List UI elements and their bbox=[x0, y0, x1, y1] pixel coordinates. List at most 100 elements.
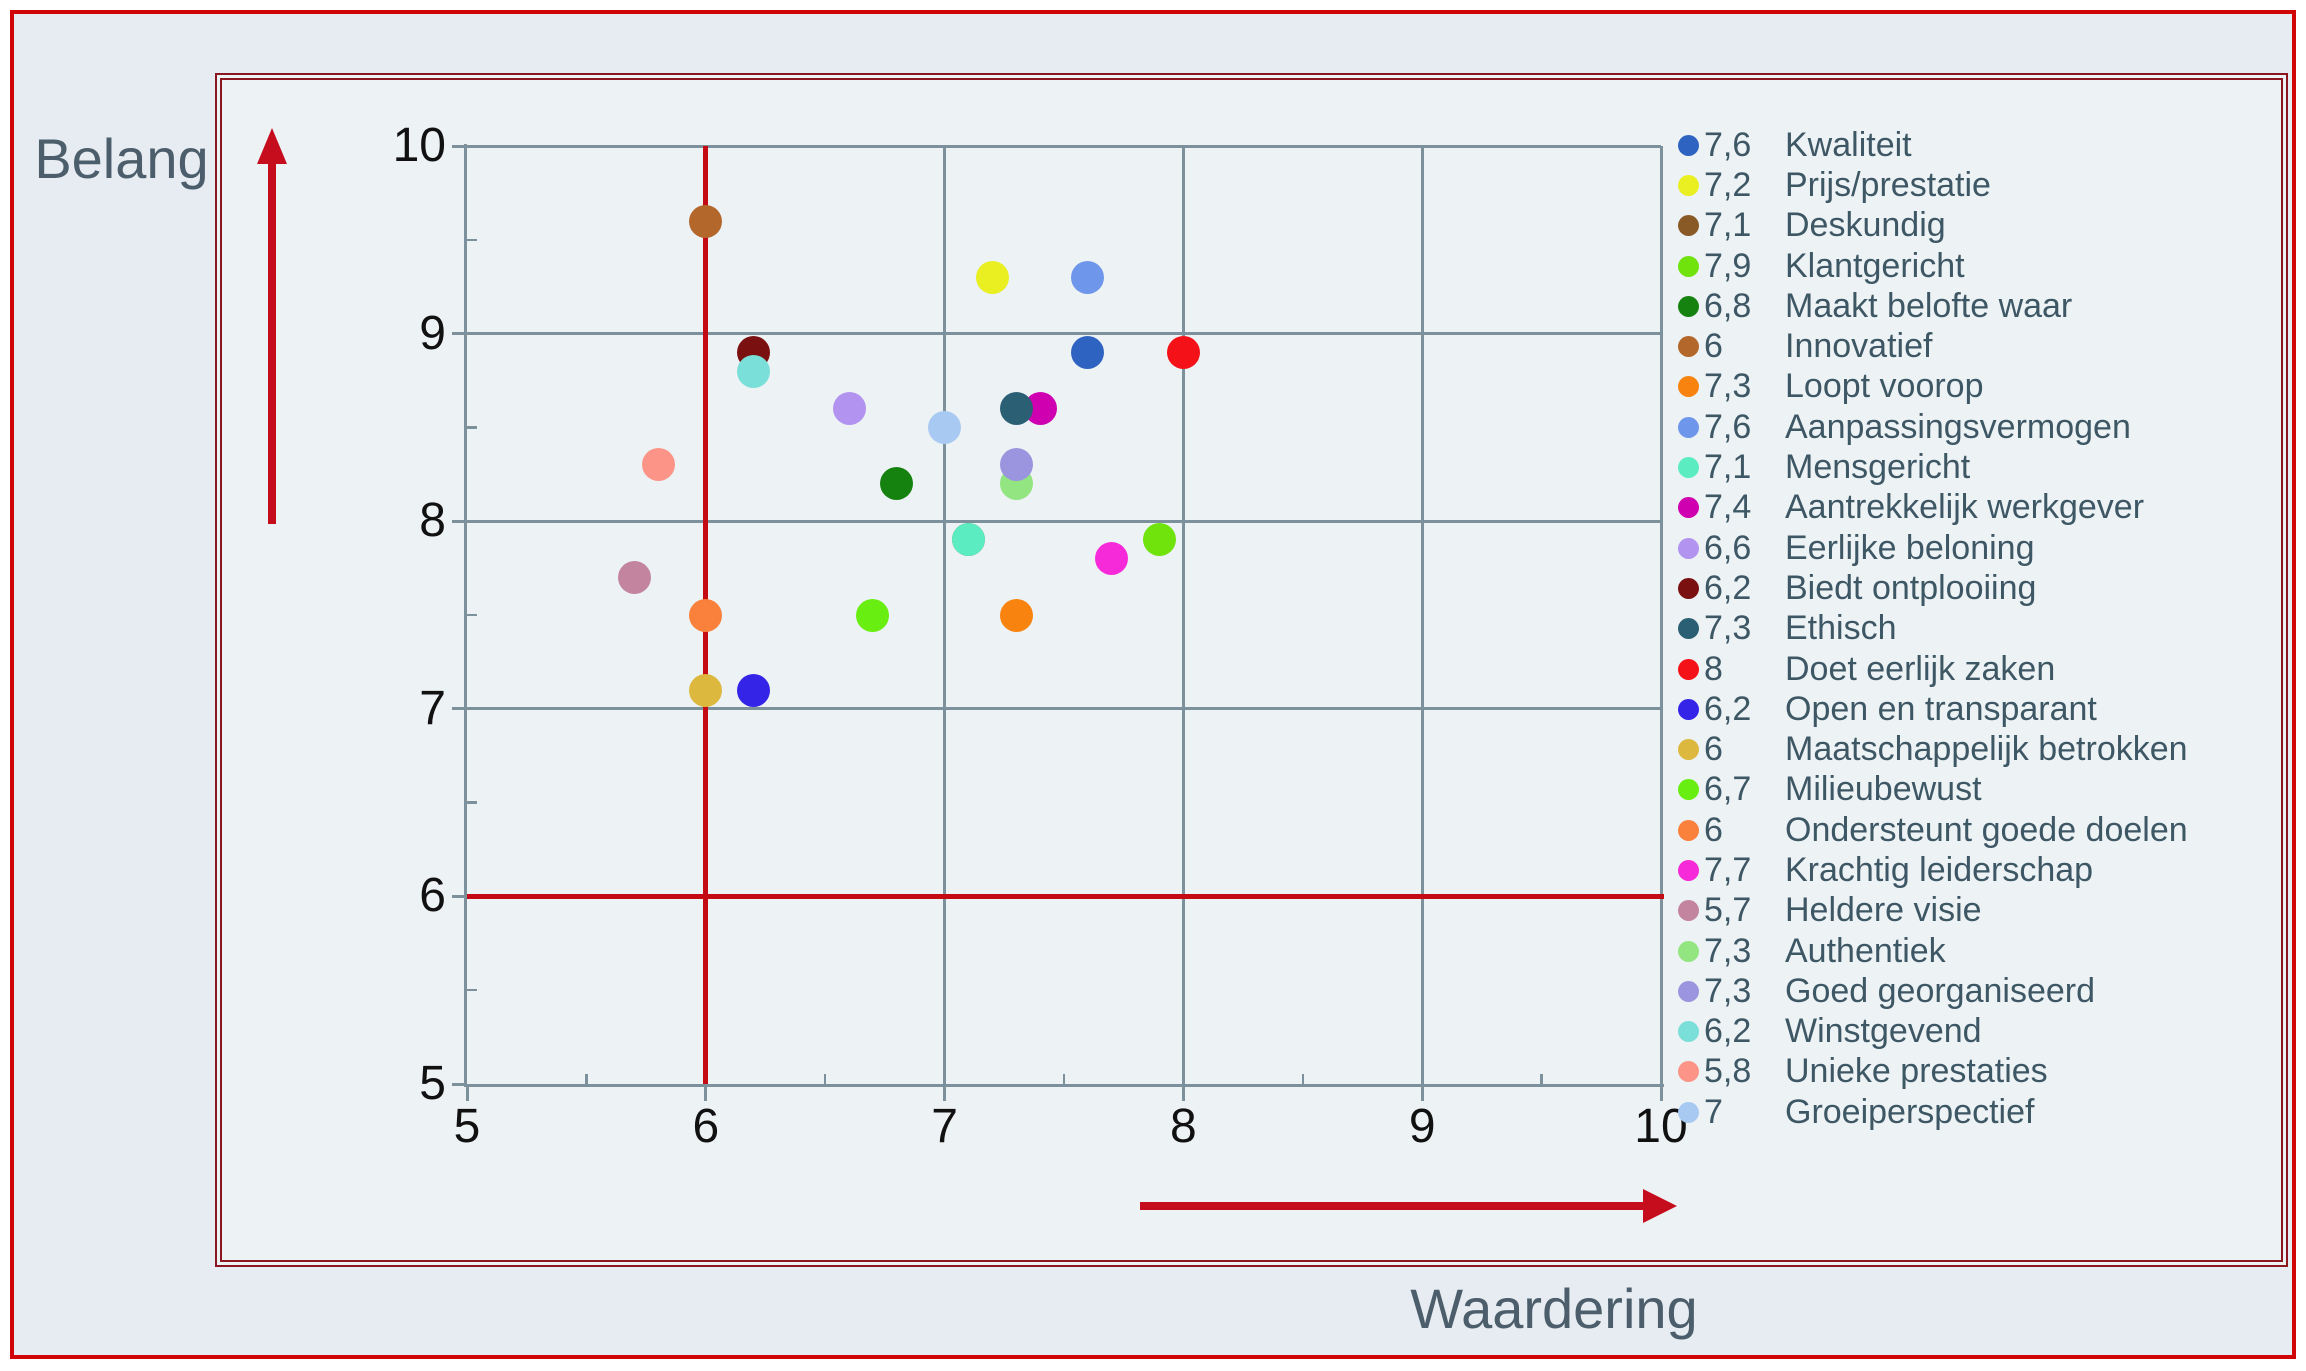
legend-label: Unieke prestaties bbox=[1785, 1052, 2048, 1091]
h-gridline bbox=[457, 332, 1661, 336]
legend-row: 6,2 Winstgevend bbox=[1678, 1012, 2278, 1052]
data-point bbox=[951, 523, 985, 557]
legend-value: 5,7 bbox=[1704, 891, 1752, 930]
legend-value: 6,6 bbox=[1704, 528, 1752, 567]
y-major-tick bbox=[452, 519, 467, 523]
v-gridline bbox=[1420, 146, 1424, 1087]
y-tick-label: 8 bbox=[419, 494, 446, 548]
h-gridline bbox=[457, 144, 1661, 148]
legend-value: 7,4 bbox=[1704, 488, 1752, 527]
legend-value: 7,7 bbox=[1704, 850, 1752, 889]
legend-swatch-icon bbox=[1678, 658, 1699, 680]
legend-row: 6,6 Eerlijke beloning bbox=[1678, 528, 2278, 568]
right-arrow-shaft bbox=[1140, 1202, 1645, 1210]
v-gridline bbox=[1181, 146, 1185, 1087]
x-tick-label: 5 bbox=[453, 1100, 481, 1153]
y-tick-label: 5 bbox=[419, 1057, 446, 1110]
legend-row: 6 Maatschappelijk betrokken bbox=[1678, 729, 2278, 769]
x-tick-label: 7 bbox=[931, 1100, 958, 1153]
legend-label: Heldere visie bbox=[1785, 891, 1982, 930]
data-point bbox=[737, 354, 771, 388]
legend-label: Aanpassingsvermogen bbox=[1785, 407, 2131, 446]
x-tick-label: 8 bbox=[1170, 1100, 1197, 1153]
legend-value: 6,8 bbox=[1704, 286, 1752, 325]
legend-swatch-icon bbox=[1678, 416, 1699, 438]
legend-row: 7,6 Aanpassingsvermogen bbox=[1678, 407, 2278, 447]
legend-swatch-icon bbox=[1678, 376, 1699, 398]
y-major-tick bbox=[452, 1082, 467, 1086]
data-point bbox=[641, 448, 675, 482]
data-point bbox=[689, 673, 723, 707]
legend-value: 7,3 bbox=[1704, 971, 1752, 1010]
data-point bbox=[880, 467, 914, 501]
legend-value: 5,8 bbox=[1704, 1052, 1752, 1091]
data-point bbox=[928, 410, 962, 444]
x-minor-tick bbox=[823, 1074, 827, 1084]
legend-swatch-icon bbox=[1678, 134, 1699, 156]
x-major-tick bbox=[1181, 1084, 1185, 1101]
legend-value: 7,3 bbox=[1704, 931, 1752, 970]
legend-label: Ondersteunt goede doelen bbox=[1785, 810, 2188, 849]
legend-label: Prijs/prestatie bbox=[1785, 165, 1991, 204]
legend-value: 7,6 bbox=[1704, 125, 1752, 164]
legend-label: Authentiek bbox=[1785, 931, 1946, 970]
data-point bbox=[975, 260, 1009, 294]
data-point bbox=[1095, 542, 1129, 576]
legend-label: Maakt belofte waar bbox=[1785, 286, 2073, 325]
data-point bbox=[999, 392, 1033, 426]
y-minor-tick bbox=[467, 613, 477, 617]
legend-value: 7,9 bbox=[1704, 246, 1752, 285]
data-point bbox=[689, 204, 723, 238]
chart-panel bbox=[215, 73, 2288, 1267]
legend-value: 7 bbox=[1704, 1092, 1723, 1131]
legend-swatch-icon bbox=[1678, 1021, 1699, 1043]
v-gridline bbox=[943, 146, 947, 1087]
legend-value: 6,7 bbox=[1704, 770, 1752, 809]
v-gridline bbox=[1659, 146, 1663, 1087]
legend-row: 5,8 Unieke prestaties bbox=[1678, 1052, 2278, 1092]
y-tick-label: 6 bbox=[419, 869, 446, 923]
chart-panel-inner-border bbox=[220, 78, 2283, 1262]
legend: 7,6 Kwaliteit 7,2 Prijs/prestatie 7,1 De… bbox=[1678, 125, 2278, 1132]
legend-label: Krachtig leiderschap bbox=[1785, 850, 2094, 889]
legend-row: 7,7 Krachtig leiderschap bbox=[1678, 850, 2278, 890]
legend-swatch-icon bbox=[1678, 940, 1699, 962]
legend-value: 7,6 bbox=[1704, 407, 1752, 446]
legend-label: Kwaliteit bbox=[1785, 125, 1912, 164]
legend-swatch-icon bbox=[1678, 779, 1699, 801]
x-minor-tick bbox=[1301, 1074, 1305, 1084]
h-gridline bbox=[457, 707, 1661, 711]
x-axis-title: Waardering bbox=[1410, 1277, 1698, 1340]
data-point bbox=[1071, 335, 1105, 369]
legend-row: 7,1 Mensgericht bbox=[1678, 447, 2278, 487]
legend-row: 7,3 Authentiek bbox=[1678, 931, 2278, 971]
legend-swatch-icon bbox=[1678, 900, 1699, 922]
x-major-tick bbox=[943, 1084, 947, 1101]
y-minor-tick bbox=[467, 801, 477, 804]
legend-row: 7,2 Prijs/prestatie bbox=[1678, 165, 2278, 205]
x-minor-tick bbox=[1062, 1074, 1066, 1084]
data-point bbox=[999, 598, 1033, 632]
data-point bbox=[1071, 260, 1105, 294]
legend-row: 7,1 Deskundig bbox=[1678, 206, 2278, 246]
legend-swatch-icon bbox=[1678, 295, 1699, 317]
legend-label: Deskundig bbox=[1785, 206, 1946, 245]
legend-label: Groeiperspectief bbox=[1785, 1092, 2035, 1131]
legend-row: 7 Groeiperspectief bbox=[1678, 1092, 2278, 1132]
data-point bbox=[1143, 523, 1177, 557]
y-major-tick bbox=[452, 144, 467, 148]
legend-row: 7,4 Aantrekkelijk werkgever bbox=[1678, 488, 2278, 528]
x-tick-label: 9 bbox=[1408, 1100, 1436, 1153]
up-arrow-head-icon bbox=[257, 128, 287, 164]
x-major-tick bbox=[465, 1084, 469, 1101]
legend-row: 7,3 Loopt voorop bbox=[1678, 367, 2278, 407]
legend-label: Innovatief bbox=[1785, 327, 1933, 366]
legend-swatch-icon bbox=[1678, 739, 1699, 761]
data-point bbox=[832, 392, 866, 426]
legend-value: 7,1 bbox=[1704, 448, 1752, 487]
legend-value: 6 bbox=[1704, 730, 1723, 769]
data-point bbox=[617, 560, 651, 594]
legend-value: 7,1 bbox=[1704, 206, 1752, 245]
y-minor-tick bbox=[467, 426, 477, 429]
legend-swatch-icon bbox=[1678, 577, 1699, 599]
